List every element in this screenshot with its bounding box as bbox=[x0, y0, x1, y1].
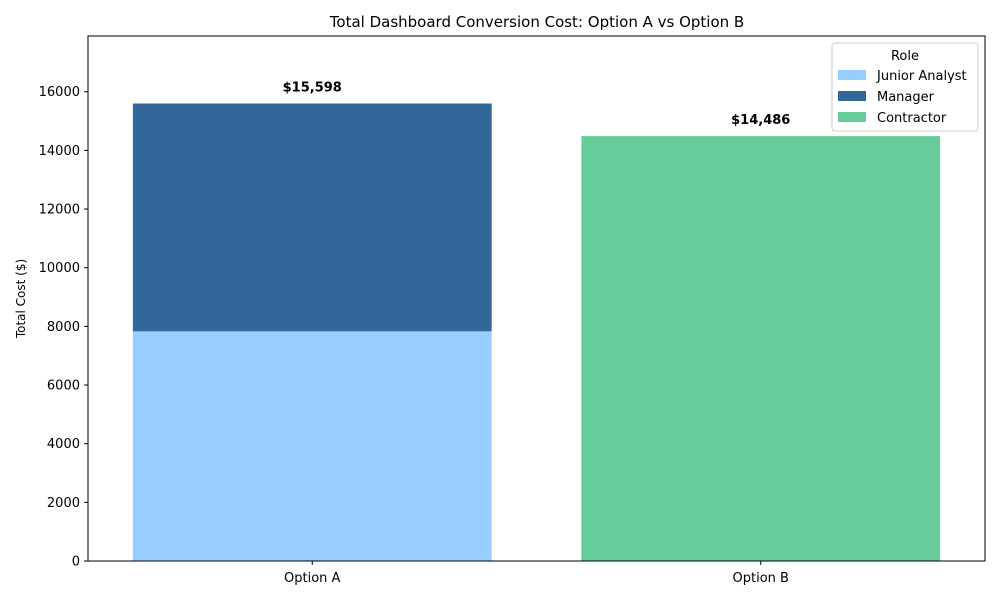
bar-total-label: $15,598 bbox=[283, 81, 342, 96]
chart-title: Total Dashboard Conversion Cost: Option … bbox=[329, 13, 744, 31]
y-tick-label: 12000 bbox=[39, 203, 80, 218]
bar-option-b-contractor bbox=[581, 136, 941, 561]
y-tick-label: 16000 bbox=[39, 85, 80, 100]
legend-title: Role bbox=[891, 49, 919, 64]
y-tick-label: 0 bbox=[72, 555, 80, 570]
bar-option-a-manager bbox=[132, 103, 492, 332]
y-axis: 0 2000 4000 6000 8000 10000 12000 14000 16000 bbox=[39, 85, 88, 570]
y-tick-label: 6000 bbox=[47, 379, 80, 394]
legend-entry-label: Manager bbox=[877, 90, 935, 105]
legend-swatch bbox=[838, 112, 866, 122]
plot-frame bbox=[87, 35, 986, 562]
bar-total-label: $14,486 bbox=[731, 113, 790, 128]
bars-layer bbox=[132, 103, 941, 561]
y-axis-label: Total Cost ($) bbox=[14, 259, 28, 339]
y-tick-label: 8000 bbox=[47, 320, 80, 335]
legend-swatch bbox=[838, 91, 866, 101]
y-tick-label: 10000 bbox=[39, 261, 80, 276]
x-tick-label: Option B bbox=[733, 571, 789, 586]
y-tick-label: 14000 bbox=[39, 144, 80, 159]
legend-entry-label: Contractor bbox=[877, 111, 947, 126]
legend: Role Junior Analyst Manager Contractor bbox=[831, 42, 979, 132]
legend-swatch bbox=[838, 70, 866, 80]
total-labels: $15,598 $14,486 bbox=[283, 81, 791, 129]
x-axis: Option A Option B bbox=[284, 561, 789, 586]
y-tick-label: 2000 bbox=[47, 496, 80, 511]
x-tick-label: Option A bbox=[284, 571, 341, 586]
y-tick-label: 4000 bbox=[47, 437, 80, 452]
legend-box bbox=[831, 42, 979, 132]
legend-entry-label: Junior Analyst bbox=[876, 69, 967, 84]
bar-option-a-junior-analyst bbox=[132, 331, 492, 561]
